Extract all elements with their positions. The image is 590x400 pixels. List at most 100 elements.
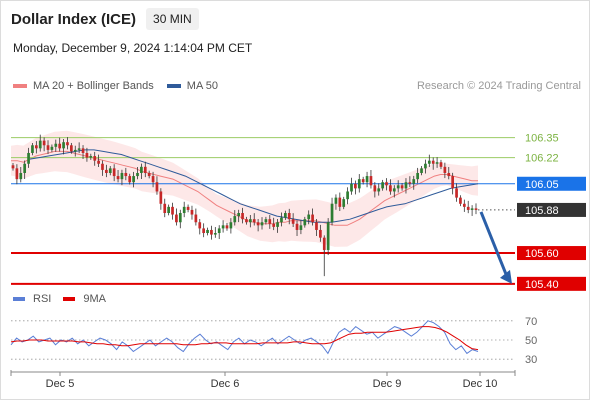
candle-body: [319, 229, 322, 238]
candle-body: [73, 149, 77, 152]
candle-body: [38, 140, 42, 149]
candle-body: [369, 176, 373, 186]
candle-body: [330, 203, 334, 223]
candle-body: [31, 145, 34, 153]
candle-body: [245, 219, 248, 223]
forecast-arrow: [479, 211, 510, 280]
candle-body: [151, 176, 155, 183]
candle-body: [136, 172, 139, 177]
candle-body: [27, 152, 30, 164]
candle-body: [93, 156, 97, 161]
candle-body: [373, 185, 377, 192]
candle-body: [171, 206, 174, 215]
rsi-tick-70: 70: [525, 316, 537, 328]
candle-body: [140, 166, 143, 173]
candle-body: [392, 188, 396, 192]
candle-body: [435, 162, 439, 164]
candle-body: [237, 213, 241, 217]
candle-body: [396, 185, 400, 189]
candle-body: [202, 228, 205, 234]
candle-body: [256, 222, 260, 226]
candle-body: [108, 168, 112, 173]
candle-body: [62, 142, 65, 149]
candle-body: [315, 222, 318, 230]
candle-body: [175, 214, 178, 223]
candle-body: [77, 148, 81, 150]
candle-body: [474, 208, 478, 210]
candle-body: [178, 213, 182, 223]
candle-body: [381, 182, 384, 189]
candle-body: [97, 160, 100, 164]
rsi-ma9-line: [10, 326, 479, 351]
price-label-105.60: 105.60: [525, 248, 559, 260]
candle-body: [326, 222, 330, 250]
price-label-106.35: 106.35: [525, 133, 559, 145]
candle-body: [424, 163, 427, 169]
candle-body: [361, 179, 365, 183]
legend-item-rsi: RSI: [13, 293, 51, 305]
candle-body: [190, 209, 194, 215]
rsi-tick-50: 50: [525, 335, 537, 347]
price-label-105.40: 105.40: [525, 279, 559, 291]
instrument-title: Dollar Index (ICE): [11, 10, 137, 28]
candle-body: [276, 222, 279, 227]
candle-body: [307, 214, 311, 220]
candle-body: [377, 188, 381, 192]
chart-header: Dollar Index (ICE) 30 MIN: [11, 7, 199, 31]
candle-body: [89, 156, 93, 158]
x-tick-label: Dec 9: [373, 378, 402, 390]
legend-label-ma50: MA 50: [186, 80, 218, 92]
candle-body: [85, 152, 89, 158]
candle-body: [112, 168, 116, 177]
candle-body: [311, 214, 314, 223]
legend-swatch-9ma: [63, 297, 76, 301]
candle-body: [357, 179, 361, 189]
candle-body: [408, 182, 412, 184]
candle-body: [233, 216, 237, 223]
candle-body: [101, 163, 104, 170]
candle-body: [451, 176, 455, 189]
candle-body: [420, 168, 423, 173]
legend-swatch-rsi: [13, 297, 25, 301]
x-tick-label: Dec 10: [463, 378, 498, 390]
candle-body: [248, 219, 252, 223]
rsi-line: [10, 320, 479, 355]
legend-label-bollinger: MA 20 + Bollinger Bands: [33, 80, 154, 92]
candle-body: [404, 182, 408, 189]
candle-body: [389, 185, 392, 192]
candle-body: [159, 191, 163, 204]
candle-body: [182, 206, 186, 214]
candle-body: [412, 179, 416, 184]
candle-body: [58, 143, 62, 149]
candle-body: [70, 145, 73, 152]
candle-body: [50, 146, 54, 150]
candle-body: [81, 148, 85, 153]
candle-body: [338, 197, 342, 207]
candle-body: [46, 145, 50, 150]
candle-body: [241, 213, 244, 220]
candle-body: [470, 208, 474, 210]
candle-body: [116, 176, 120, 180]
candle-body: [128, 176, 132, 183]
price-tag-105.60: [517, 246, 586, 261]
candle-body: [194, 214, 198, 223]
rsi-tick-30: 30: [525, 354, 537, 366]
candle-body: [466, 206, 470, 210]
candle-body: [155, 182, 159, 192]
candle-body: [206, 229, 209, 234]
ma20-line: [11, 150, 478, 226]
ma50-line: [29, 149, 479, 223]
candle-body: [280, 217, 283, 223]
candle-body: [54, 143, 58, 147]
candle-body: [221, 225, 225, 229]
candle-body: [42, 140, 46, 146]
candle-body: [167, 206, 170, 214]
candle-body: [287, 213, 291, 220]
candle-body: [443, 166, 447, 173]
candle-body: [252, 219, 256, 223]
candle-body: [210, 229, 213, 235]
timeframe-badge[interactable]: 30 MIN: [146, 8, 199, 30]
candle-body: [120, 172, 124, 180]
candle-body: [19, 172, 23, 180]
